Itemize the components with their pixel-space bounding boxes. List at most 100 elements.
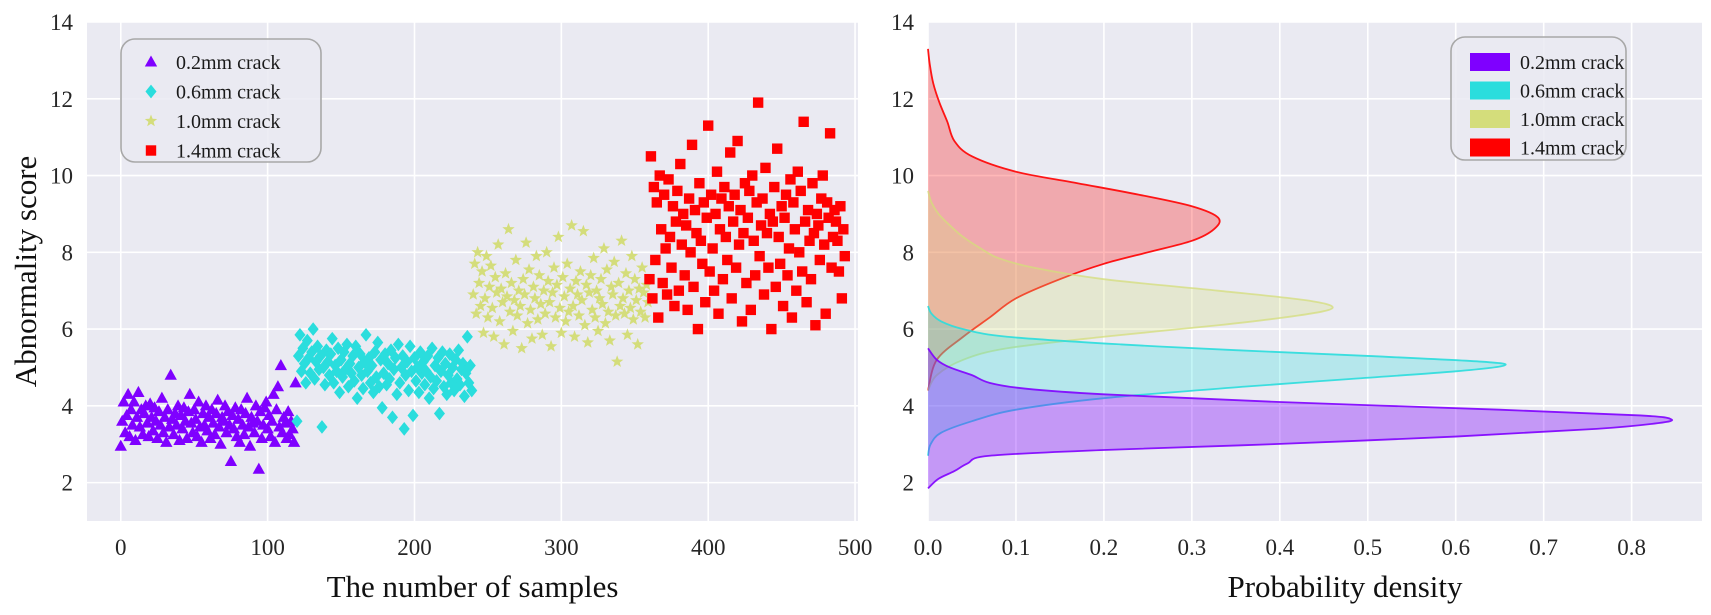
triangle-point [116, 414, 129, 426]
star-point [486, 301, 499, 314]
square-point [838, 224, 849, 235]
density-x-tick-label: 0.7 [1529, 535, 1558, 560]
diamond-point [394, 375, 406, 390]
square-point [675, 158, 686, 170]
diamond-point [413, 385, 425, 400]
diamond-point [316, 420, 328, 434]
square-point [733, 239, 745, 250]
star-point [615, 234, 628, 247]
scatter-legend-label: 0.6mm crack [176, 82, 280, 104]
star-point [487, 330, 500, 343]
scatter-y-tick-label: 6 [62, 317, 74, 342]
scatter-y-tick-label: 10 [50, 164, 73, 189]
star-point [509, 253, 522, 266]
star-point [562, 305, 575, 318]
diamond-point [351, 391, 363, 405]
square-point [694, 178, 705, 189]
star-point [469, 307, 483, 319]
square-point [735, 204, 746, 216]
color-swatch-icon [1470, 110, 1510, 128]
star-point [515, 341, 528, 354]
diamond-point [439, 356, 451, 371]
triangle-point [195, 435, 208, 447]
diamond-point [397, 349, 409, 363]
triangle-point [212, 420, 226, 432]
square-point [792, 166, 803, 177]
triangle-point [132, 385, 145, 397]
scatter-x-tick-label: 400 [691, 535, 726, 560]
scatter-legend-frame [120, 38, 322, 163]
square-point [732, 135, 743, 147]
triangle-point [220, 426, 233, 438]
square-point [763, 262, 774, 273]
density-legend-item: 0.2mm crack [1470, 52, 1624, 74]
triangle-point [268, 435, 282, 447]
square-point [705, 189, 717, 200]
triangle-point [207, 416, 220, 428]
square-point [742, 212, 754, 223]
square-point [716, 193, 727, 204]
square-point [745, 304, 756, 316]
star-point [550, 278, 564, 291]
square-point [657, 277, 668, 289]
square-point [826, 262, 837, 273]
scatter-series-1-0mm-crack [467, 218, 655, 367]
triangle-point [199, 399, 213, 411]
triangle-point [160, 435, 173, 447]
star-point [633, 282, 646, 295]
density-x-tick-label: 0.5 [1353, 535, 1382, 560]
triangle-point [217, 414, 230, 426]
diamond-point [357, 381, 369, 396]
square-point [767, 216, 779, 227]
density-x-tick-label: 0.0 [914, 535, 943, 560]
square-point [789, 224, 801, 235]
scatter-series-0-2mm-crack [114, 359, 302, 474]
square-point [780, 189, 792, 200]
scatter-legend-item: 1.0mm crack [144, 111, 280, 133]
square-point [727, 216, 739, 227]
triangle-point [180, 431, 194, 444]
density-curve-0-2mm-crack [927, 347, 1674, 490]
square-point [772, 143, 783, 154]
scatter-legend-item: 0.6mm crack [145, 82, 280, 104]
diamond-point [319, 377, 331, 392]
star-point [539, 307, 552, 319]
star-point [478, 291, 492, 304]
triangle-point [161, 403, 174, 415]
star-point [514, 299, 527, 312]
diamond-point [392, 337, 404, 352]
triangle-point [271, 380, 285, 392]
square-point [766, 323, 777, 335]
star-point [519, 236, 533, 248]
scatter-y-tick-label: 8 [62, 240, 74, 265]
square-point [758, 289, 770, 300]
star-point [484, 259, 498, 271]
triangle-point [129, 433, 142, 445]
scatter-x-tick-label: 300 [544, 535, 579, 560]
square-point [673, 285, 685, 296]
square-point [714, 224, 726, 235]
square-point [794, 247, 805, 258]
star-point [499, 266, 512, 279]
density-curve-1-0mm-crack [927, 190, 1334, 391]
star-point [528, 291, 542, 304]
diamond-point [309, 372, 321, 386]
square-point [811, 208, 823, 220]
diamond-point [455, 362, 468, 377]
diamond-point [348, 374, 360, 388]
diamond-point [464, 358, 476, 373]
star-point [616, 291, 630, 304]
square-point [664, 231, 676, 243]
triangle-point [114, 439, 127, 451]
density-legend-label: 0.2mm crack [1520, 52, 1624, 74]
density-x-tick-label: 0.6 [1441, 535, 1470, 560]
star-point [586, 303, 599, 316]
density-y-tick-labels: 2 4 6 8 10 12 14 [891, 10, 915, 496]
scatter-y-axis-label: Abnormality score [8, 156, 43, 388]
scatter-x-tick-labels: 0 100 200 300 400 500 [115, 535, 872, 560]
triangle-point [210, 407, 223, 419]
triangle-point [208, 428, 221, 440]
star-point [533, 268, 546, 281]
diamond-point [360, 328, 372, 342]
